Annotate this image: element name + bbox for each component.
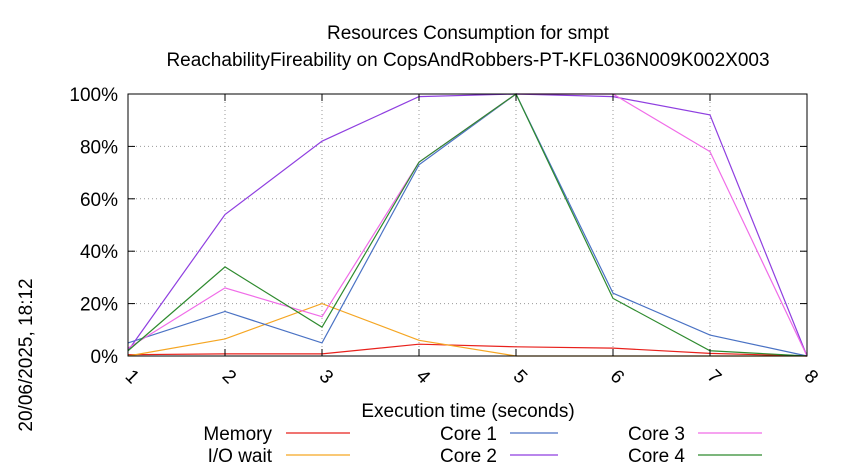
x-tick-label: 7 <box>703 366 725 388</box>
series-lines <box>127 93 808 357</box>
x-axis-ticks: 1 2 3 4 5 6 7 8 <box>121 94 822 389</box>
x-tick-label: 6 <box>606 366 628 388</box>
x-tick-label: 3 <box>315 366 337 388</box>
series-line-core-4 <box>127 93 808 357</box>
y-axis-ticks: 0% 20% 40% 60% 80% 100% <box>69 85 807 368</box>
legend-label: Memory <box>203 424 272 445</box>
series-line-memory <box>127 343 808 357</box>
y-tick-label: 20% <box>80 295 118 316</box>
legend-label: I/O wait <box>208 446 273 467</box>
legend-label: Core 2 <box>440 446 497 467</box>
x-tick-label: 8 <box>800 366 822 388</box>
legend-label: Core 3 <box>628 424 685 445</box>
x-tick-label: 5 <box>509 366 531 388</box>
chart-title: Resources Consumption for smpt <box>327 23 610 44</box>
series-line-core-2 <box>127 93 808 357</box>
y-tick-label: 0% <box>91 347 119 368</box>
series-line-core-3 <box>127 93 808 357</box>
x-tick-label: 4 <box>412 366 435 389</box>
grid <box>127 93 808 357</box>
legend-label: Core 1 <box>440 424 497 445</box>
y-tick-label: 40% <box>80 242 118 263</box>
plot-frame <box>127 93 808 357</box>
y-tick-label: 100% <box>69 85 118 106</box>
y-tick-label: 80% <box>80 137 118 158</box>
x-tick-label: 1 <box>121 366 143 388</box>
chart-subtitle: ReachabilityFireability on CopsAndRobber… <box>166 50 769 71</box>
x-tick-label: 2 <box>218 366 240 388</box>
x-axis-label: Execution time (seconds) <box>361 401 574 422</box>
timestamp-label: 20/06/2025, 18:12 <box>16 278 37 431</box>
series-line-core-1 <box>127 93 808 357</box>
legend-label: Core 4 <box>628 446 685 467</box>
y-tick-label: 60% <box>80 190 118 211</box>
